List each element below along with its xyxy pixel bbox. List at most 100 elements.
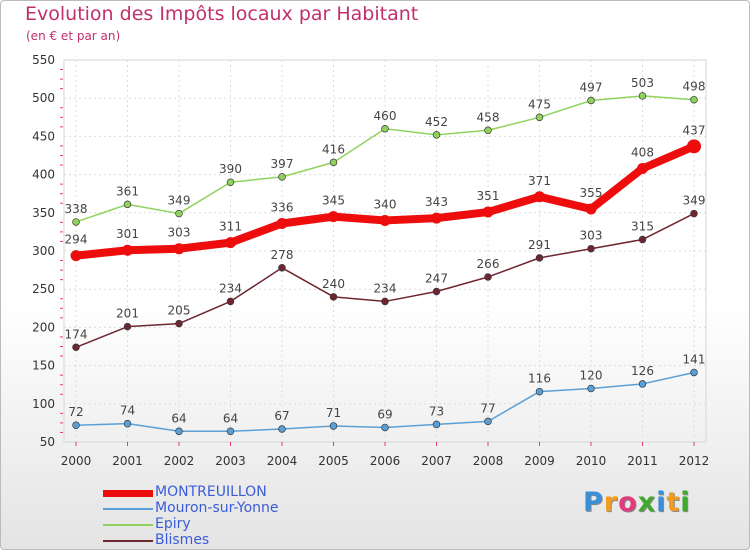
x-tick-label: 2002 — [164, 454, 195, 468]
series-montreuillon — [70, 139, 701, 262]
data-label: 460 — [374, 109, 397, 123]
data-point — [379, 214, 391, 226]
data-point — [687, 139, 701, 154]
x-tick-label: 2001 — [112, 454, 143, 468]
data-point — [534, 191, 545, 203]
x-tick-label: 2004 — [267, 454, 298, 468]
x-tick-label: 2012 — [679, 454, 710, 468]
data-label: 234 — [374, 281, 397, 295]
data-point — [72, 421, 80, 429]
data-point — [123, 419, 132, 428]
data-label: 77 — [480, 401, 495, 415]
data-point — [587, 244, 595, 253]
data-point — [587, 96, 595, 105]
data-label: 338 — [65, 202, 88, 216]
data-point — [432, 131, 441, 139]
data-point — [225, 237, 236, 249]
logo-letter: x — [637, 487, 657, 518]
legend-label: Mouron-sur-Yonne — [155, 500, 279, 516]
data-label: 345 — [322, 194, 345, 208]
data-label: 71 — [326, 406, 341, 420]
series-layer — [70, 92, 701, 436]
data-point — [432, 287, 441, 296]
y-tick-label: 550 — [32, 53, 55, 67]
data-label: 72 — [68, 405, 83, 419]
data-point — [123, 200, 132, 209]
logo-letter: r — [603, 487, 619, 518]
data-label: 371 — [528, 174, 551, 188]
data-label: 303 — [580, 229, 603, 243]
data-label: 201 — [116, 307, 139, 321]
data-label: 336 — [271, 200, 294, 214]
y-tick-label: 500 — [32, 91, 55, 105]
axes: 50 100 150 200 250 300 350 400 450 500 550 2000 2001… — [32, 53, 709, 468]
data-point — [175, 427, 183, 436]
data-point — [535, 387, 544, 396]
data-point — [484, 126, 492, 135]
data-label: 390 — [219, 162, 242, 176]
data-point — [535, 113, 544, 122]
data-label: 361 — [116, 184, 139, 198]
data-point — [587, 384, 595, 393]
data-label: 266 — [477, 257, 500, 271]
chart-subtitle: (en € et par an) — [26, 29, 121, 43]
y-tick-label: 100 — [32, 397, 55, 411]
logo-letter: t — [666, 487, 681, 518]
data-label: 278 — [271, 248, 294, 262]
data-label: 141 — [683, 352, 706, 366]
data-label: 458 — [477, 110, 500, 124]
x-tick-label: 2003 — [215, 454, 246, 468]
data-label: 315 — [631, 220, 654, 234]
data-point — [690, 368, 698, 377]
x-tick-label: 2005 — [318, 454, 349, 468]
logo-letter: o — [618, 487, 638, 518]
y-tick-label: 450 — [32, 129, 55, 143]
data-label: 311 — [219, 220, 242, 234]
data-label: 247 — [425, 271, 448, 285]
data-label: 498 — [683, 80, 706, 94]
legend-label: Epiry — [155, 516, 191, 532]
data-label: 67 — [274, 409, 289, 423]
y-tick-label: 400 — [32, 168, 55, 182]
data-point — [226, 297, 235, 306]
data-point — [175, 319, 183, 328]
data-point — [381, 423, 389, 432]
data-point — [431, 212, 442, 224]
series-blismes — [72, 209, 698, 352]
y-tick-label: 150 — [32, 359, 55, 373]
data-point — [276, 217, 288, 229]
x-tick-label: 2007 — [421, 454, 452, 468]
data-label: 205 — [168, 304, 191, 318]
data-label: 73 — [429, 404, 444, 418]
data-label: 116 — [528, 372, 551, 386]
data-label: 452 — [425, 115, 448, 129]
data-point — [381, 125, 389, 133]
chart-title: Evolution des Impôts locaux par Habitant — [25, 3, 419, 25]
data-label: 74 — [120, 404, 135, 418]
data-point — [638, 235, 647, 244]
logo-letter: i — [680, 487, 691, 518]
data-point — [329, 158, 338, 167]
data-point — [585, 203, 597, 215]
data-label: 64 — [171, 411, 186, 425]
data-label: 294 — [65, 233, 88, 247]
data-point — [484, 417, 492, 426]
data-point — [72, 343, 80, 352]
legend-swatch — [103, 508, 153, 510]
data-label: 120 — [580, 369, 603, 383]
data-label: 351 — [477, 189, 500, 203]
data-label: 408 — [631, 145, 654, 159]
data-label: 475 — [528, 97, 551, 111]
y-tick-label: 200 — [32, 320, 55, 334]
data-point — [638, 92, 647, 100]
legend-swatch — [103, 540, 153, 542]
y-tick-label: 350 — [32, 206, 55, 220]
y-tick-label: 250 — [32, 282, 55, 296]
data-label: 397 — [271, 157, 294, 171]
x-tick-label: 2011 — [627, 454, 658, 468]
x-tick-label: 2006 — [370, 454, 401, 468]
data-point — [226, 178, 235, 186]
data-point — [638, 380, 647, 388]
x-tick-label: 2000 — [61, 454, 92, 468]
